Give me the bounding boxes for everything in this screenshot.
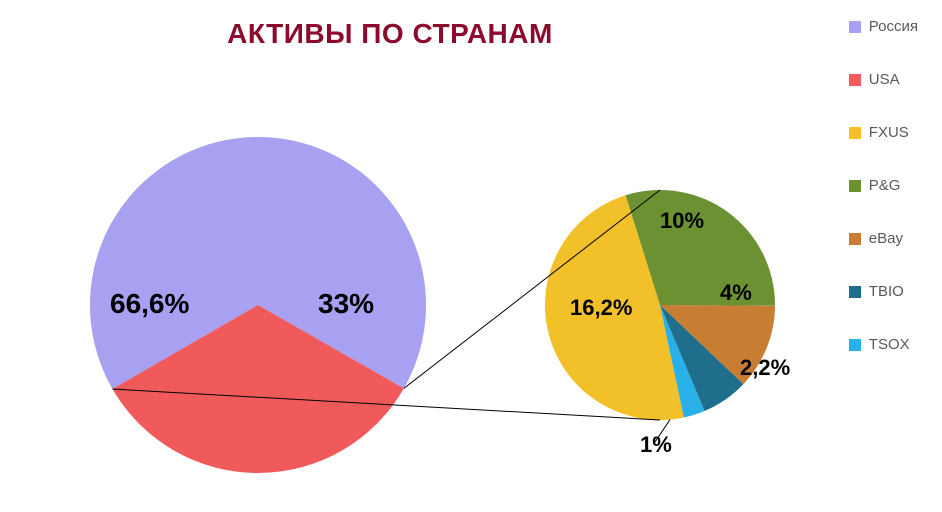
slice-label-FXUS: 16,2% <box>570 295 632 321</box>
chart-title: АКТИВЫ ПО СТРАНАМ <box>0 18 780 50</box>
legend-item-0: Россия <box>849 18 918 35</box>
slice-label-TBIO: 2,2% <box>740 355 790 381</box>
slice-label-P&G: 10% <box>660 208 704 234</box>
slice-label-eBay: 4% <box>720 280 752 306</box>
slice-label-TSOX: 1% <box>640 432 672 458</box>
slice-label-Россия: 66,6% <box>110 288 189 320</box>
legend-label: Россия <box>869 18 918 35</box>
slice-label-USA: 33% <box>318 288 374 320</box>
legend-swatch <box>849 21 861 33</box>
chart-area: 66,6% 33% 16,2% 10% 4% 2,2% 1% <box>0 70 942 500</box>
pie-chart-svg <box>0 70 942 500</box>
